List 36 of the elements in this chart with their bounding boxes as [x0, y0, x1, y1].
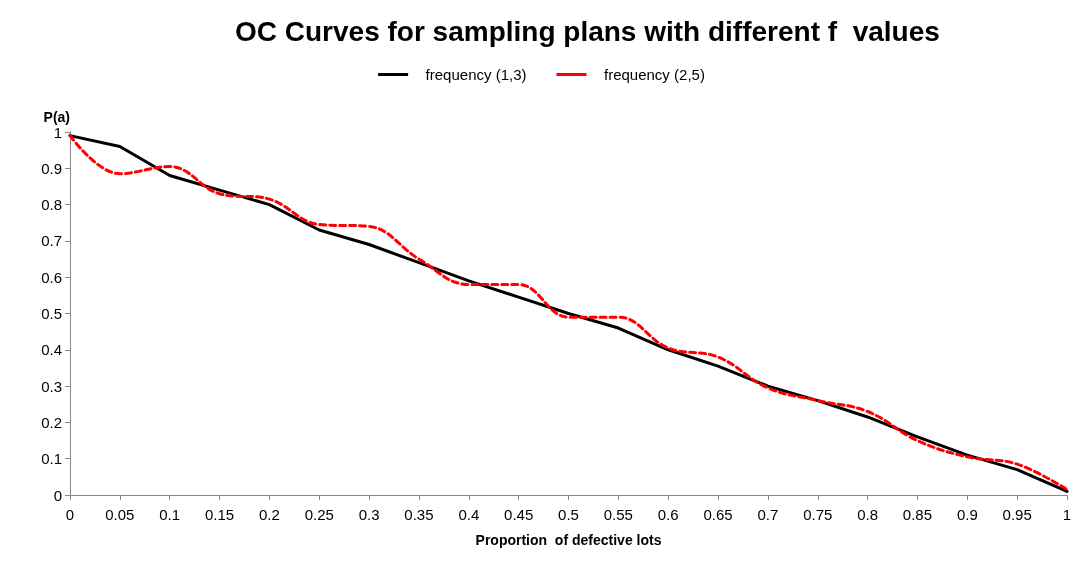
y-tick-label: 0.8 [41, 196, 62, 214]
y-tick-label: 0 [53, 486, 62, 504]
x-tick-label: 1 [1062, 506, 1072, 523]
legend-label: frequency (2,5) [604, 66, 705, 83]
x-tick-label: 0.65 [703, 506, 733, 523]
x-tick-label: 0.05 [105, 506, 135, 523]
x-tick-label: 0.75 [803, 506, 833, 523]
x-tick-label: 0.4 [458, 506, 480, 523]
y-tick-label: 0.3 [41, 377, 62, 395]
x-tick-label: 0.3 [358, 506, 380, 523]
y-tick-label: 0.2 [41, 413, 62, 431]
x-tick-label: 0.5 [558, 506, 579, 523]
y-tick-label: 0.1 [41, 450, 62, 468]
y-tick-label: 0.9 [41, 159, 62, 177]
x-tick-label: 0.6 [657, 506, 679, 523]
chart-title: OC Curves for sampling plans with different f values [235, 15, 940, 47]
x-tick-label: 0.7 [757, 506, 779, 523]
x-tick-label: 0 [65, 506, 75, 523]
y-tick-label: 0.6 [41, 268, 62, 286]
x-tick-label: 0.9 [956, 506, 978, 523]
x-tick-label: 0.95 [1002, 506, 1032, 523]
x-tick-label: 0.45 [504, 506, 534, 523]
x-axis-title: Proportion of defective lots [475, 532, 662, 548]
x-tick-label: 0.55 [603, 506, 633, 523]
x-tick-label: 0.8 [857, 506, 879, 523]
x-tick-label: 0.25 [304, 506, 334, 523]
x-tick-label: 0.1 [159, 506, 181, 523]
y-tick-label: 0.4 [41, 341, 62, 359]
y-tick-label: 0.7 [41, 232, 62, 250]
y-axis-title: P(a) [43, 109, 70, 125]
legend-label: frequency (1,3) [425, 66, 527, 83]
x-tick-label: 0.35 [404, 506, 434, 523]
x-tick-label: 0.2 [258, 506, 280, 523]
y-tick-label: 0.5 [41, 305, 62, 322]
x-tick-label: 0.15 [204, 506, 235, 523]
x-tick-label: 0.85 [902, 506, 933, 523]
